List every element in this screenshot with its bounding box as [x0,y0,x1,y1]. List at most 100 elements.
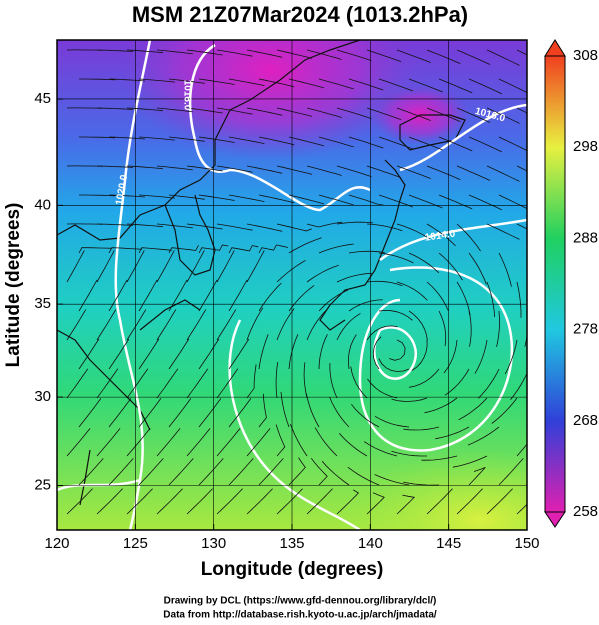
streamline [138,78,175,83]
streamline [516,223,527,230]
streamline [314,427,338,457]
streamline [426,223,456,247]
streamline [388,339,406,361]
streamline [275,424,286,457]
streamline [498,78,527,94]
streamline [456,281,471,316]
streamline [348,250,385,254]
streamline [486,107,520,124]
footer-text: Data from http://database.rish.kyoto-u.a… [163,610,437,621]
streamline [486,223,520,240]
colorbar-extend [544,511,566,528]
streamline [347,466,380,486]
streamline [468,310,472,347]
plot-frame [56,39,528,531]
y-tick-label: 35 [34,295,51,312]
streamline [78,458,104,486]
streamline [280,391,290,428]
streamline [156,488,183,515]
streamline [126,309,147,341]
streamline [438,136,473,152]
streamline [156,250,175,283]
streamline [96,107,134,110]
streamline [474,339,488,374]
streamline [468,467,486,486]
streamline [378,358,410,372]
streamline [78,279,98,312]
streamline [79,78,116,81]
streamline [456,107,491,123]
streamline [168,338,190,370]
streamline [366,165,402,178]
streamline [438,310,447,346]
streamline [78,398,102,428]
streamline [126,223,163,228]
streamline [318,243,354,254]
isobars [57,40,527,530]
streamline [426,49,461,64]
streamline [156,49,193,55]
streamline [424,397,458,414]
streamline [363,441,398,457]
colorbar [544,39,566,528]
streamline [305,393,320,428]
y-tick-label: 25 [34,476,51,493]
streamline [108,78,145,82]
streamline [396,223,430,240]
colorbar-tick-label: 308 [573,47,598,64]
streamline [126,428,151,457]
streamline [138,279,158,312]
streamline [186,165,223,172]
contour-label: 1020.0 [114,174,130,206]
streamline [411,339,428,371]
streamline [186,250,205,283]
streamline [126,488,153,515]
streamline [318,289,349,312]
x-tick-label: 145 [436,535,461,552]
streamline [516,107,527,114]
streamline [366,107,402,120]
streamline [403,481,440,486]
streamline [396,107,431,121]
streamline [258,78,295,88]
streamline [66,488,93,515]
streamline [216,250,235,283]
streamline [288,285,315,312]
streamline [438,194,473,210]
streamline [276,488,303,515]
streamline [126,368,149,399]
streamline [367,378,398,399]
streamlines [66,49,527,515]
streamline [96,223,134,226]
streamline [66,250,85,283]
streamline [306,264,339,283]
y-axis-label: Latitude (degrees) [3,203,24,368]
streamline [366,49,402,62]
streamline [258,136,295,146]
streamline [186,488,213,515]
contour-label: 1016.0 [181,80,192,111]
streamline [318,78,354,90]
streamline [336,313,361,341]
streamline [374,474,410,486]
streamline [303,362,308,399]
streamline [486,165,520,182]
streamline [435,426,470,440]
streamline [318,194,354,206]
streamline [108,247,142,254]
streamline [228,279,248,312]
x-tick-label: 120 [44,535,69,552]
streamline [126,107,163,112]
streamline [290,423,308,457]
streamline [378,252,414,264]
streamline [348,78,384,91]
streamline [288,237,322,254]
streamline [498,194,527,210]
streamline [96,428,121,457]
streamline [347,334,357,370]
streamline [498,136,527,152]
streamline [516,49,527,56]
streamline [426,281,449,311]
streamline [258,334,269,370]
